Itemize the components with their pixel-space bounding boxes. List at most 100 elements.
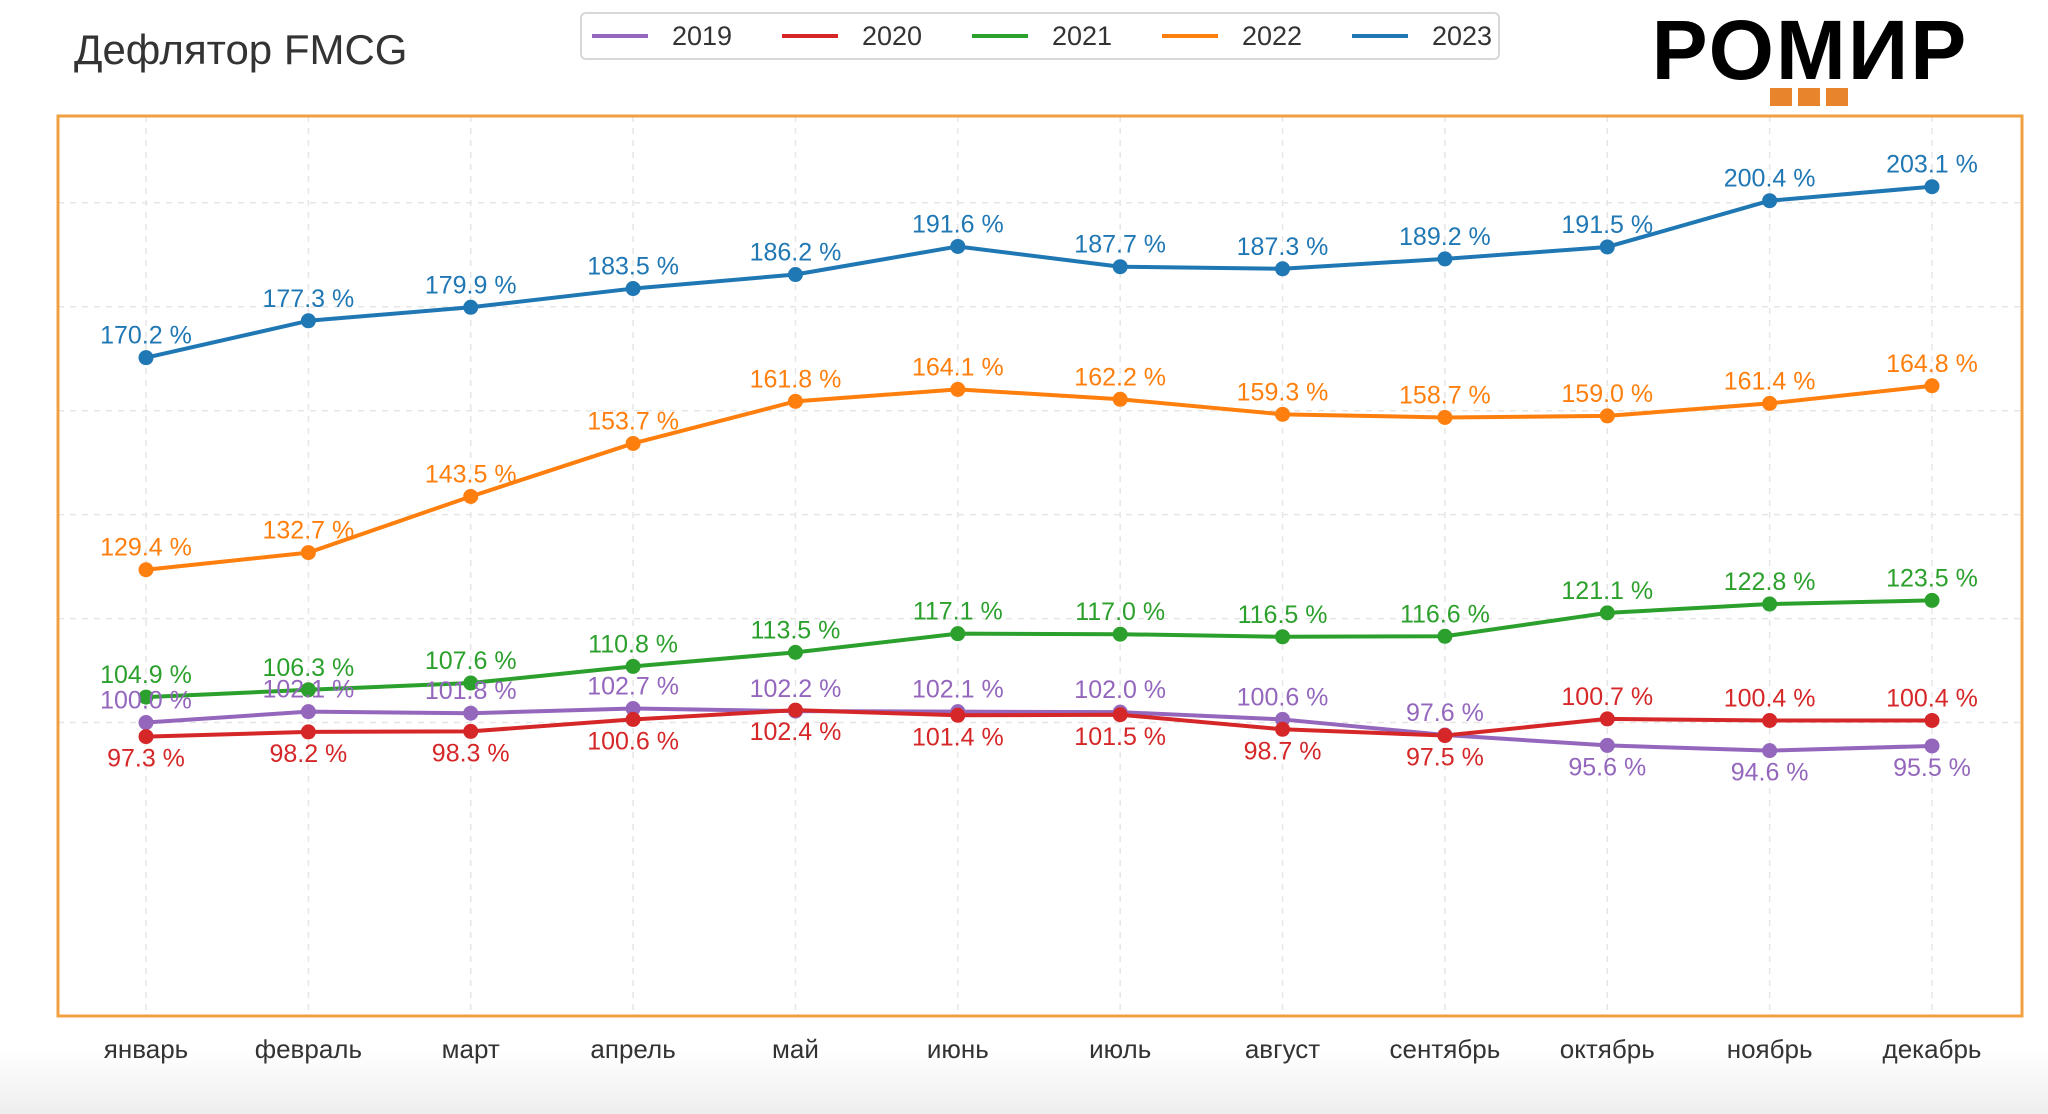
data-label-2022: 159.3 % [1237, 378, 1329, 406]
data-label-2023: 203.1 % [1886, 151, 1978, 179]
logo-text: РОМИР [1651, 3, 1969, 97]
data-point-2023 [463, 299, 479, 315]
data-label-2022: 158.7 % [1399, 381, 1491, 409]
data-label-2021: 121.1 % [1561, 577, 1653, 605]
data-label-2020: 102.4 % [750, 718, 842, 746]
data-point-2023 [1275, 261, 1291, 277]
data-point-2020 [1437, 728, 1453, 744]
romir-logo: РОМИР [1620, 2, 2000, 112]
data-label-2020: 100.6 % [587, 727, 679, 755]
data-label-2019: 95.5 % [1893, 754, 1971, 782]
data-label-2023: 183.5 % [587, 253, 679, 281]
data-label-2019: 100.0 % [100, 687, 192, 715]
data-label-2023: 191.5 % [1561, 211, 1653, 239]
data-label-2020: 101.4 % [912, 723, 1004, 751]
data-label-2021: 117.0 % [1075, 598, 1165, 626]
data-point-2023 [1924, 179, 1940, 195]
legend-label: 2023 [1432, 21, 1492, 51]
data-label-2022: 162.2 % [1074, 363, 1166, 391]
data-point-2020 [300, 724, 316, 740]
data-point-2023 [950, 238, 966, 254]
data-label-2019: 100.6 % [1237, 683, 1329, 711]
data-point-2020 [1112, 707, 1128, 723]
data-point-2023 [300, 313, 316, 329]
data-label-2022: 153.7 % [587, 407, 679, 435]
data-label-2019: 102.1 % [912, 676, 1004, 704]
data-label-2020: 98.7 % [1244, 737, 1322, 765]
data-point-2021 [1437, 628, 1453, 644]
data-label-2023: 177.3 % [262, 285, 354, 313]
data-label-2022: 161.8 % [750, 365, 842, 393]
data-label-2021: 123.5 % [1886, 564, 1978, 592]
data-point-2019 [463, 705, 479, 721]
data-point-2020 [1275, 721, 1291, 737]
x-tick-label: август [1245, 1034, 1320, 1064]
x-tick-label: ноябрь [1727, 1034, 1813, 1064]
x-tick-label: январь [104, 1034, 188, 1064]
data-label-2021: 104.9 % [100, 661, 192, 689]
data-point-2022 [1762, 395, 1778, 411]
data-point-2021 [1275, 629, 1291, 645]
legend-item-2022: 2022 [1162, 21, 1302, 51]
data-point-2020 [1762, 712, 1778, 728]
logo-square [1798, 88, 1820, 106]
data-point-2019 [300, 704, 316, 720]
data-label-2021: 116.5 % [1238, 601, 1328, 629]
data-label-2021: 116.6 % [1400, 600, 1490, 628]
legend-label: 2022 [1242, 21, 1302, 51]
data-point-2020 [625, 711, 641, 727]
x-tick-label: июль [1089, 1034, 1151, 1064]
data-point-2022 [1437, 409, 1453, 425]
data-label-2022: 159.0 % [1561, 380, 1653, 408]
data-label-2020: 98.3 % [432, 739, 510, 767]
x-tick-label: март [442, 1034, 500, 1064]
data-point-2019 [1762, 743, 1778, 759]
data-label-2021: 107.6 % [425, 647, 517, 675]
data-point-2021 [625, 658, 641, 674]
data-label-2019: 102.0 % [1074, 676, 1166, 704]
data-point-2019 [138, 715, 154, 731]
series-line-2021 [145, 598, 1933, 700]
data-label-2020: 98.2 % [269, 740, 347, 768]
data-label-2022: 143.5 % [425, 460, 517, 488]
data-point-2021 [138, 689, 154, 705]
legend-label: 2021 [1052, 21, 1112, 51]
plot-frame [56, 114, 2024, 1018]
data-point-2019 [1924, 738, 1940, 754]
data-label-2022: 132.7 % [262, 517, 354, 545]
data-label-2020: 100.7 % [1561, 683, 1653, 711]
data-label-2020: 100.4 % [1724, 684, 1816, 712]
data-label-2019: 95.6 % [1568, 753, 1646, 781]
data-label-2020: 97.3 % [107, 745, 185, 773]
data-point-2020 [463, 723, 479, 739]
data-label-2022: 164.1 % [912, 353, 1004, 381]
legend-item-2023: 2023 [1352, 21, 1492, 51]
x-tick-label: июнь [927, 1034, 989, 1064]
data-point-2022 [787, 393, 803, 409]
data-label-2021: 113.5 % [751, 616, 841, 644]
data-label-2019: 97.6 % [1406, 699, 1484, 727]
legend-item-2019: 2019 [592, 21, 732, 51]
series-line-2019 [145, 706, 1933, 753]
data-point-2023 [1599, 239, 1615, 255]
legend-item-2020: 2020 [782, 21, 922, 51]
data-point-2022 [300, 545, 316, 561]
data-point-2020 [1924, 712, 1940, 728]
data-label-2023: 191.6 % [912, 210, 1004, 238]
data-point-2022 [1112, 391, 1128, 407]
data-point-2023 [1762, 193, 1778, 209]
logo-square [1770, 88, 1792, 106]
data-point-2022 [950, 381, 966, 397]
x-tick-label: октябрь [1560, 1034, 1655, 1064]
data-label-2023: 189.2 % [1399, 223, 1491, 251]
data-point-2021 [1924, 592, 1940, 608]
data-point-2020 [1599, 711, 1615, 727]
data-label-2020: 97.5 % [1406, 744, 1484, 772]
data-label-2021: 110.8 % [588, 630, 678, 658]
data-label-2019: 101.8 % [425, 677, 517, 705]
data-label-2022: 129.4 % [100, 534, 192, 562]
legend-label: 2019 [672, 21, 732, 51]
x-tick-label: сентябрь [1390, 1034, 1501, 1064]
data-point-2020 [787, 702, 803, 718]
data-point-2020 [950, 707, 966, 723]
